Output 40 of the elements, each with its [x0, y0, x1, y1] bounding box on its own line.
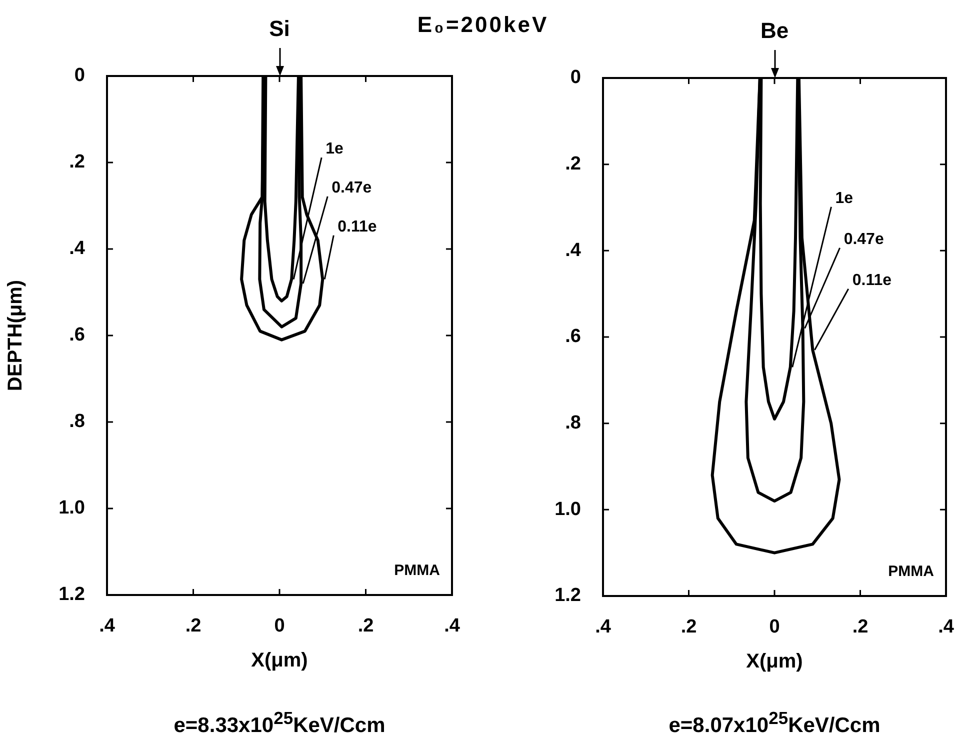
- x-tick-label: .2: [680, 616, 697, 638]
- chart-title: Si: [269, 16, 290, 41]
- chart-title: Be: [760, 18, 789, 43]
- x-tick-label: .2: [185, 616, 202, 637]
- y-tick-label: 0: [570, 67, 581, 88]
- y-axis-title: DEPTH(μm): [4, 280, 27, 392]
- y-tick-label: 0: [74, 65, 85, 86]
- text: e=8.07x10$^{25}$KeV/Ccm: [668, 708, 880, 738]
- y-tick-label: .6: [565, 326, 581, 348]
- y-tick-label: 1.0: [554, 498, 581, 520]
- text: 0.47e: [844, 230, 884, 248]
- x-tick-label: .4: [99, 616, 116, 637]
- x-tick-label: .4: [444, 616, 460, 637]
- x-tick-label: .2: [852, 616, 868, 638]
- x-axis-title: X(μm): [251, 650, 308, 672]
- text: e=8.33x10$^{25}$KeV/Ccm: [174, 708, 386, 738]
- y-tick-label: .6: [69, 324, 85, 346]
- text: 0.47e: [332, 179, 372, 196]
- y-tick-label: 1.0: [58, 498, 85, 519]
- y-tick-label: 1.2: [554, 585, 581, 606]
- text: 1e: [835, 190, 854, 207]
- y-tick-label: .8: [69, 411, 85, 432]
- text: 0.11e: [852, 272, 892, 289]
- x-tick-label: .4: [595, 616, 612, 638]
- x-tick-label: .4: [938, 616, 954, 638]
- annotation: PMMA: [888, 563, 934, 580]
- x-axis-title: X(μm): [746, 650, 803, 673]
- x-tick-label: .2: [358, 616, 374, 637]
- series-label: 0.11e: [338, 218, 377, 236]
- y-tick-label: .4: [69, 238, 86, 260]
- y-tick-label: .4: [565, 240, 582, 261]
- x-tick-label: 0: [274, 616, 285, 637]
- x-tick-label: 0: [769, 616, 780, 638]
- y-tick-label: .8: [565, 412, 581, 434]
- y-tick-label: 1.2: [58, 584, 85, 606]
- series-label: 1e: [326, 140, 344, 158]
- y-tick-label: .2: [69, 152, 85, 173]
- chart-subtitle: E₀=200keV: [417, 12, 549, 38]
- y-tick-label: .2: [565, 154, 581, 175]
- annotation: PMMA: [394, 562, 440, 579]
